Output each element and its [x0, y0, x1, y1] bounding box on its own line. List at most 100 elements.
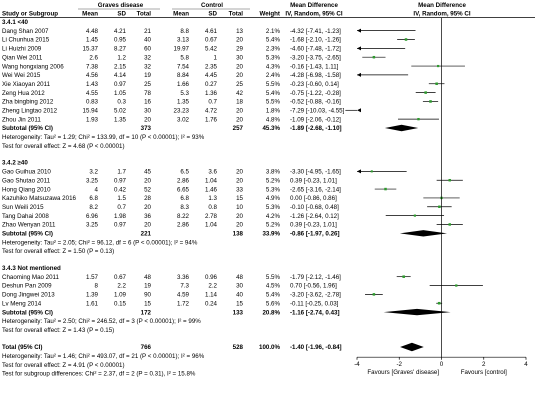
mean2-cell: 19.97 [174, 46, 190, 53]
total1-cell: 48 [144, 274, 151, 281]
study-name: Deshun Pan 2009 [2, 283, 52, 290]
mean2-cell: 6.5 [180, 169, 189, 176]
sd1-cell: 0.7 [117, 204, 126, 211]
x-tick-label: 4 [524, 361, 528, 368]
sd1-cell: 1.5 [117, 195, 126, 202]
total1-cell: 28 [144, 195, 151, 202]
study-name: Zhao Wenyan 2011 [2, 222, 56, 229]
total2-cell: 29 [236, 46, 243, 53]
ci-cell: -2.65 [-3.16, -2.14] [290, 186, 341, 193]
sd2-cell: 2.2 [208, 283, 217, 290]
weight-cell: 5.4% [266, 292, 281, 299]
weight-cell: 4.2% [266, 213, 281, 220]
ci-cell: -1.79 [-2.12, -1.46] [290, 274, 341, 281]
table-text: Graves disease Control Mean Difference Mean… [2, 2, 471, 378]
group1-header: Graves disease [98, 2, 144, 9]
mean1-cell: 2.6 [89, 54, 98, 61]
mean2-cell: 5.3 [180, 90, 189, 97]
sd1-cell: 0.15 [114, 300, 127, 307]
sd1-cell: 1.98 [114, 213, 127, 220]
mean2-cell: 2.86 [177, 177, 190, 184]
weight-cell: 4.9% [266, 195, 281, 202]
ci-cell: -3.20 [-3.75, -2.65] [290, 54, 341, 61]
weight-cell: 5.5% [266, 99, 281, 106]
mean1-cell: 15.94 [83, 108, 99, 115]
mean2-cell: 8.8 [180, 28, 189, 35]
mean1-cell: 4 [95, 186, 99, 193]
total2-cell: 20 [236, 222, 243, 229]
mean1-cell: 3.25 [86, 222, 99, 229]
ci-cell: -3.30 [-4.95, -1.65] [290, 169, 341, 176]
total2-cell: 18 [236, 99, 243, 106]
sd2-cell: 0.7 [208, 99, 217, 106]
md-sub-header-plot: IV, Random, 95% CI [413, 11, 470, 18]
total1-cell: 21 [144, 28, 151, 35]
point-estimate [372, 293, 376, 296]
mean2-cell: 6.8 [180, 195, 189, 202]
total2-cell: 25 [236, 81, 243, 88]
ci-arrow [357, 108, 361, 113]
weight-cell: 5.3% [266, 204, 281, 211]
weight-cell: 1.8% [266, 108, 281, 115]
sd2-cell: 1.76 [205, 116, 218, 123]
total2-cell: 15 [236, 195, 243, 202]
subtotal-total2: 257 [233, 125, 244, 132]
study-name: Gao Shutao 2011 [2, 177, 51, 184]
mean2-cell: 8.3 [180, 204, 189, 211]
sd2-cell: 3.6 [208, 169, 217, 176]
sd1-cell: 4.21 [114, 28, 127, 35]
weight-cell: 2.1% [266, 28, 281, 35]
sd1-cell: 0.3 [117, 99, 126, 106]
study-name: Lv Meng 2014 [2, 300, 42, 307]
mean1-cell: 15.37 [83, 46, 99, 53]
total1-cell: 20 [144, 116, 151, 123]
sd1-cell: 0.97 [114, 177, 127, 184]
ci-cell: -0.10 [-0.68, 0.48] [290, 204, 339, 211]
sd2-header: SD [208, 11, 217, 18]
x-tick-label: -2 [396, 361, 402, 368]
sd2-cell: 4.61 [205, 28, 218, 35]
weight-cell: 5.6% [266, 300, 281, 307]
point-estimate [424, 91, 427, 94]
footer-text-2: Test for overall effect: Z = 4.91 (P < 0… [2, 362, 125, 369]
md-sub-header-table: IV, Random, 95% CI [285, 11, 342, 18]
weight-cell: 2.3% [266, 46, 281, 53]
mean2-cell: 1.66 [177, 81, 190, 88]
study-name: Chaoming Mao 2011 [2, 274, 60, 281]
weight-cell: 5.4% [266, 37, 281, 44]
point-estimate [417, 117, 420, 121]
sd2-cell: 4.72 [205, 108, 218, 115]
point-estimate [404, 38, 408, 41]
subtotal-total1: 221 [141, 231, 152, 238]
study-name: Dong Jingwei 2013 [2, 292, 55, 299]
ci-cell: 0.70 [-0.56, 1.96] [290, 283, 337, 290]
ci-arrow [357, 46, 361, 51]
subtotal-diamond [384, 124, 419, 132]
subgroup-title: 3.4.1 <40 [2, 19, 29, 26]
point-estimate [413, 214, 416, 217]
study-name: Zha bingbing 2012 [2, 99, 54, 106]
weight-cell: 5.5% [266, 81, 281, 88]
total-ci: -1.40 [-1.96, -0.84] [290, 344, 342, 351]
subtotal-diamond [399, 230, 447, 237]
total1-cell: 78 [144, 90, 151, 97]
sd1-cell: 0.67 [114, 274, 127, 281]
sd1-cell: 1.05 [114, 90, 127, 97]
footer-text-3: Test for subgroup differences: Chi² = 2.… [2, 371, 196, 378]
total2-cell: 20 [236, 72, 243, 79]
sd2-cell: 1.36 [205, 90, 218, 97]
group2-header: Control [201, 2, 223, 9]
subtotal-ci: -1.16 [-2.74, 0.43] [290, 309, 340, 316]
sd1-cell: 0.97 [114, 222, 127, 229]
subgroup-title: 3.4.2 ≥40 [2, 160, 28, 167]
subtotal-weight: 45.3% [262, 125, 280, 132]
point-estimate [448, 178, 451, 182]
rule-lines [0, 8, 535, 18]
total1-header: Total [137, 11, 152, 18]
ci-cell: -4.28 [-6.98, -1.58] [290, 72, 341, 79]
sd1-cell: 4.14 [114, 72, 127, 79]
mean1-cell: 3.25 [86, 177, 99, 184]
favours-left-label: Favours [Graves' disease] [367, 369, 439, 376]
sd2-cell: 4.45 [205, 72, 218, 79]
mean1-cell: 4.56 [86, 72, 99, 79]
